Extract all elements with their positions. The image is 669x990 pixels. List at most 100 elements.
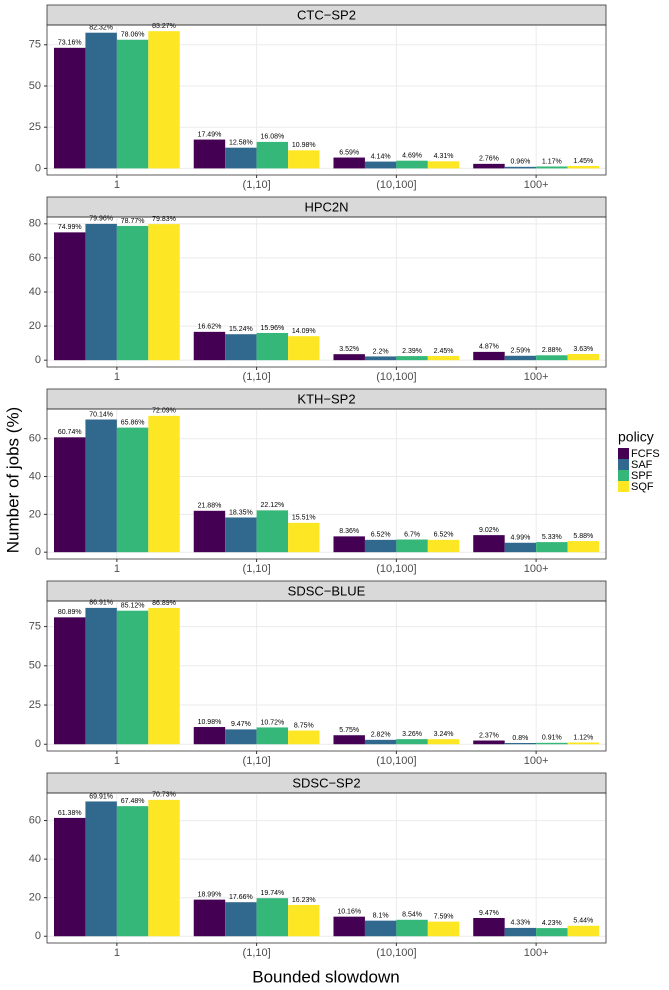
y-tick-label: 50 [29,80,41,92]
value-label: 18.35% [229,509,253,516]
bar [536,355,568,361]
bar [85,419,117,553]
y-tick-label: 0 [35,162,41,174]
value-label: 7.59% [434,913,454,920]
value-label: 4.14% [371,153,391,160]
bar [256,898,289,937]
value-label: 8.75% [294,722,314,729]
y-tick-label: 20 [29,508,41,520]
value-label: 1.12% [573,734,593,741]
bar [364,920,397,937]
bar [504,355,537,361]
bar [193,139,226,169]
bar [116,806,149,937]
value-label: 6.52% [371,532,391,539]
value-label: 10.98% [198,719,222,726]
x-tick-label: (1,10] [243,179,271,191]
x-tick-label: 1 [114,947,120,959]
bar [85,607,117,745]
value-label: 14.09% [292,328,316,335]
value-label: 8.36% [339,528,359,535]
bar [288,522,320,553]
bar [427,161,460,169]
bar [396,919,428,937]
bar [427,921,460,937]
value-label: 61.38% [58,810,82,817]
bar [256,141,289,169]
panel-title: CTC−SP2 [297,7,356,22]
y-tick-label: 40 [29,470,41,482]
value-label: 5.88% [573,533,593,540]
value-label: 18.99% [198,891,222,898]
value-label: 79.83% [152,216,176,223]
value-label: 4.31% [434,153,454,160]
value-label: 15.51% [292,515,316,522]
bar [536,542,568,553]
x-tick-label: 1 [114,371,120,383]
y-tick-label: 75 [29,620,41,632]
bar [396,160,428,169]
value-label: 2.2% [373,348,389,355]
value-label: 69.91% [89,793,113,800]
bar [288,904,320,937]
bar [256,727,289,745]
bar [473,351,505,361]
bar [53,437,86,553]
x-tick-label: (10,100] [376,755,416,767]
value-label: 6.7% [404,531,420,538]
bar [116,610,149,745]
bar [536,928,568,937]
bar [427,356,460,361]
x-tick-label: (10,100] [376,179,416,191]
value-label: 4.23% [542,920,562,927]
x-tick-label: (1,10] [243,947,271,959]
value-label: 2.82% [371,732,391,739]
bar [288,336,320,361]
bar [148,799,180,937]
value-label: 2.76% [479,156,499,163]
value-label: 3.52% [339,346,359,353]
value-label: 4.69% [402,153,422,160]
value-label: 72.09% [152,408,176,415]
legend-label: SAF [631,459,653,471]
bar [333,354,365,361]
legend-key [618,459,629,470]
x-axis-label: Bounded slowdown [252,967,399,986]
y-tick-label: 0 [35,930,41,942]
panel-title: SDSC−BLUE [288,583,366,598]
value-label: 3.24% [434,731,454,738]
legend-label: SPF [631,470,653,482]
bar [364,356,397,361]
bar [85,223,117,361]
bar [333,735,365,745]
value-label: 4.33% [510,920,530,927]
value-label: 10.16% [337,909,361,916]
bar [364,161,397,169]
legend-label: FCFS [631,448,660,460]
value-label: 2.59% [510,348,530,355]
x-tick-label: 100+ [524,371,549,383]
value-label: 15.96% [260,325,284,332]
value-label: 17.66% [229,894,253,901]
panel-title: SDSC−SP2 [292,775,360,790]
bar [333,536,365,553]
y-tick-label: 60 [29,814,41,826]
value-label: 8.1% [373,912,389,919]
x-tick-label: (1,10] [243,563,271,575]
value-label: 60.74% [58,429,82,436]
bar [225,729,257,745]
x-tick-label: (1,10] [243,755,271,767]
bar [53,817,86,937]
value-label: 70.73% [152,792,176,799]
bar [427,539,460,553]
bar [473,535,505,553]
value-label: 0.96% [510,159,530,166]
bar [504,166,537,169]
bar [53,232,86,361]
x-tick-label: (10,100] [376,371,416,383]
panel-border [46,792,607,944]
value-label: 16.23% [292,897,316,904]
value-label: 6.59% [339,149,359,156]
